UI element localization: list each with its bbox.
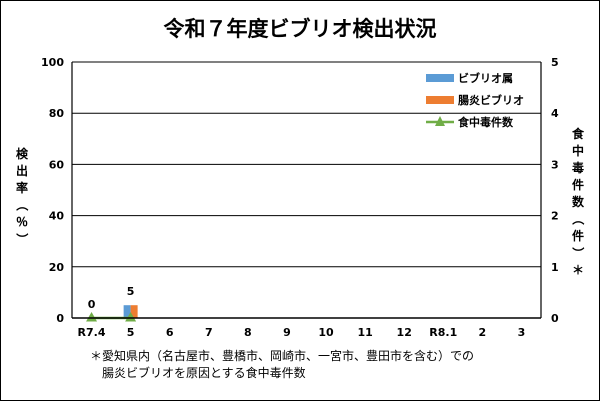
y-tick-label-left: 80 [49, 107, 65, 120]
line-point-1 [125, 312, 137, 322]
x-tick-labels: R7.4 5 6 7 8 9 10 11 12 R8.1 2 3 [78, 326, 526, 339]
y-tick-label-right: 4 [551, 107, 559, 120]
legend-entry: 腸炎ビブリオ [458, 93, 524, 107]
data-labels: 05 [88, 285, 135, 311]
axis-label-char: （ [571, 213, 586, 225]
axis-label-char: ） [15, 233, 30, 245]
axis-label-char: 出 [16, 163, 28, 178]
x-tick-label: 7 [205, 326, 213, 339]
axis-label-char: 食 [571, 126, 585, 141]
axis-label-char: 中 [572, 143, 584, 158]
legend-entry: 食中毒件数 [458, 115, 514, 129]
legend-entry: ビブリオ属 [458, 71, 513, 85]
y-tick-label-right: 1 [551, 261, 559, 274]
x-tick-label: 5 [127, 326, 135, 339]
legend-swatch [426, 74, 454, 82]
bar-vp-1 [130, 305, 138, 318]
left-tick-labels: 0 20 40 60 80 100 [41, 56, 64, 325]
line-point-0 [86, 312, 98, 322]
y-tick-label-left: 40 [49, 210, 65, 223]
axis-label-char: 検 [16, 146, 29, 161]
gridlines [72, 61, 541, 268]
axes [71, 62, 542, 319]
axis-label-char: 毒 [572, 160, 584, 175]
y-tick-label-left: 60 [49, 158, 65, 171]
chart-title: 令和７年度ビブリオ検出状況 [164, 17, 437, 41]
right-tick-labels: 0 1 2 3 4 5 [551, 56, 559, 325]
y-tick-label-right: 2 [551, 210, 559, 223]
bars [123, 305, 138, 318]
data-label: 5 [127, 285, 135, 298]
x-tick-label: 10 [318, 326, 334, 339]
y-axis-label-left: 検出率 （ ％ ） [15, 146, 30, 245]
axis-label-char: 件 [572, 228, 584, 243]
x-tick-label: R7.4 [78, 326, 106, 339]
axis-label-char: ％ [16, 215, 28, 229]
x-tick-label: 8 [244, 326, 252, 339]
x-tick-label: 6 [166, 326, 174, 339]
y-tick-label-right: 3 [551, 158, 559, 171]
axis-label-char: ） [571, 247, 586, 259]
axis-label-char: （ [15, 199, 30, 211]
legend-marker [435, 116, 445, 126]
axis-label-char: 数 [572, 194, 585, 209]
x-tick-label: 11 [357, 326, 372, 339]
footnote-line-1: ＊愛知県内（名古屋市、豊橋市、岡崎市、一宮市、豊田市を含む）での [90, 348, 474, 363]
y-tick-label-right: 5 [551, 56, 559, 69]
data-label: 0 [88, 298, 96, 311]
x-tick-label: 2 [479, 326, 487, 339]
y-tick-label-left: 20 [49, 261, 65, 274]
bar-vibrio-1 [123, 305, 131, 318]
legend-swatch [426, 96, 454, 104]
x-tick-label: R8.1 [429, 326, 457, 339]
x-tick-label: 12 [397, 326, 412, 339]
y-tick-label-right: 0 [551, 312, 559, 325]
y-tick-label-left: 0 [56, 312, 64, 325]
y-tick-label-left: 100 [41, 56, 64, 69]
x-tick-label: 9 [283, 326, 291, 339]
axis-label-char: 率 [16, 180, 28, 195]
axis-label-char: 件 [572, 177, 584, 192]
footnote-line-2: 腸炎ビブリオを原因とする食中毒件数 [102, 365, 306, 380]
y-axis-label-right: 食中毒件数（件）＊ [571, 126, 586, 277]
axis-label-char: ＊ [572, 263, 584, 277]
x-tick-label: 3 [518, 326, 526, 339]
